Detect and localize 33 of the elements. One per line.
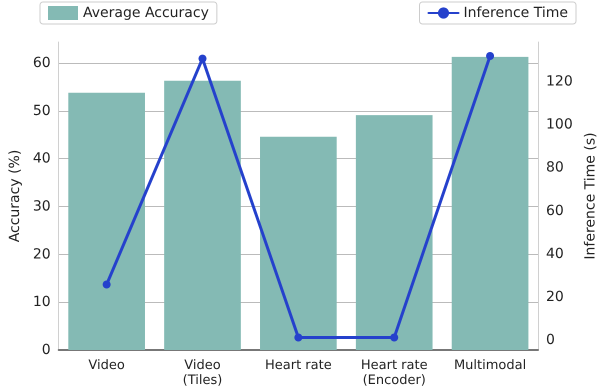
x-tick-label: Multimodal [454,358,526,373]
point [390,334,398,342]
y2-tick-label: 0 [546,332,555,348]
bar [68,92,145,350]
y-tick-label: 30 [32,198,51,215]
y2-tick-label: 20 [546,288,564,305]
y2-tick-label: 40 [546,246,564,262]
legend-label: Inference Time [464,5,568,21]
point [486,52,494,60]
y2-axis-title: Inference Time (s) [582,132,599,260]
bar [164,80,241,350]
point [102,280,111,288]
bar [452,56,528,350]
point [198,54,206,63]
x-tick-label: Video (Tiles) [182,358,222,388]
y2-tick-label: 100 [546,116,573,133]
y-tick-label: 60 [32,55,51,72]
x-tick-label: Heart rate [264,358,332,373]
y2-tick-label: 60 [546,202,564,219]
bar [260,136,337,350]
legend-label: Average Accuracy [83,5,209,21]
y-tick-label: 40 [32,150,51,167]
point [294,334,302,342]
y2-tick-label: 120 [546,73,573,90]
y2-tick-label: 80 [546,160,564,176]
y-tick-label: 10 [32,294,51,310]
y-tick-label: 0 [42,342,51,358]
x-tick-label: Heart rate (Encoder) [360,358,428,388]
x-tick-label: Video [88,358,125,373]
y-tick-label: 20 [32,246,51,262]
y-tick-label: 50 [32,102,51,119]
y-axis-title: Accuracy (%) [7,150,23,242]
bar [356,115,433,350]
